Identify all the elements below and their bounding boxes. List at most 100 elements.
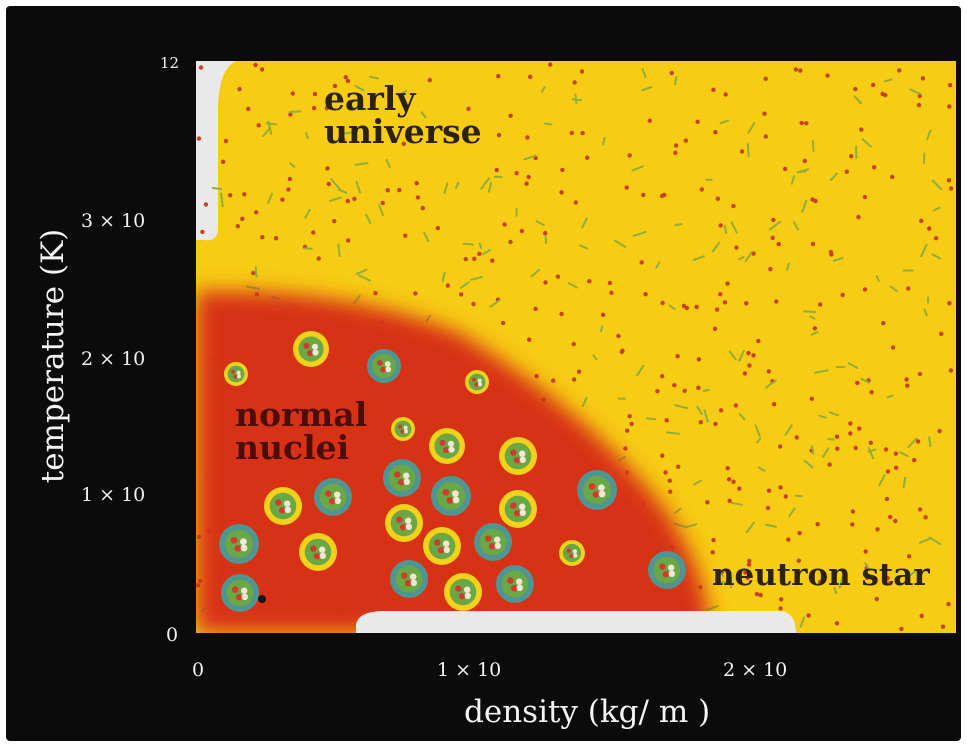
- quark-dot: [725, 466, 730, 471]
- quark-dot: [490, 258, 495, 263]
- quark-dot: [235, 224, 240, 229]
- quark-dot: [884, 496, 890, 502]
- quark-dot: [754, 591, 760, 597]
- nucleus-circle: [499, 437, 537, 475]
- gluon-dash: [329, 196, 342, 202]
- gluon-dash: [932, 206, 941, 212]
- nucleon-dot: [443, 446, 450, 454]
- nucleon-dot: [446, 497, 454, 504]
- quark-dot: [288, 112, 293, 117]
- quark-dot: [779, 597, 784, 602]
- gluon-dash: [757, 466, 766, 472]
- quark-dot: [196, 136, 202, 141]
- quark-dot: [496, 132, 502, 138]
- gluon-dash: [931, 179, 943, 191]
- quark-dot: [623, 446, 628, 451]
- quark-dot: [673, 143, 679, 148]
- quark-dot: [639, 260, 644, 265]
- gluon-dash: [923, 308, 928, 317]
- quark-dot: [311, 105, 317, 111]
- gluon-dash: [692, 479, 702, 486]
- quark-dot: [771, 217, 776, 223]
- quark-dot: [850, 509, 856, 514]
- nucleon-dot: [307, 349, 314, 357]
- nucleon-dot: [325, 490, 332, 497]
- nucleon-dot: [519, 456, 526, 463]
- nucleon-dot: [485, 535, 492, 542]
- gluon-dash: [860, 377, 870, 384]
- gluon-dash: [931, 253, 942, 260]
- quark-dot: [641, 192, 646, 198]
- quark-dot: [559, 311, 564, 317]
- quark-dot: [778, 606, 783, 611]
- quark-dot: [865, 575, 870, 580]
- quark-dot: [834, 621, 840, 626]
- nucleon-dot: [236, 370, 241, 375]
- quark-dot: [555, 274, 561, 279]
- quark-dot: [731, 203, 736, 209]
- gluon-dash: [875, 275, 880, 282]
- quark-dot: [937, 428, 942, 434]
- early-universe-label: early universe: [324, 82, 482, 148]
- quark-dot: [373, 291, 378, 296]
- gluon-dash: [907, 437, 918, 448]
- quark-dot: [413, 291, 418, 296]
- quark-dot: [809, 396, 814, 401]
- quark-dot: [859, 127, 864, 132]
- quark-dot: [500, 320, 506, 326]
- nucleon-dot: [399, 524, 407, 531]
- quark-dot: [899, 626, 904, 632]
- quark-dot: [718, 223, 723, 228]
- quark-dot: [834, 434, 840, 439]
- quark-dot: [287, 176, 293, 182]
- quark-dot: [527, 337, 532, 342]
- nucleon-dot: [447, 440, 455, 447]
- quark-dot: [885, 469, 891, 474]
- quark-dot: [948, 186, 954, 191]
- quark-dot: [312, 91, 318, 97]
- quark-dot: [256, 123, 261, 128]
- quark-dot: [713, 421, 718, 427]
- nucleon-dot: [385, 366, 392, 373]
- quark-dot: [380, 200, 385, 206]
- nucleus-circle: [499, 490, 537, 528]
- nucleus-core: [372, 354, 396, 378]
- nucleon-dot: [312, 349, 319, 356]
- quark-dot: [514, 171, 519, 176]
- gluon-dash: [645, 417, 657, 421]
- quark-dot: [629, 421, 634, 427]
- quark-dot: [286, 187, 291, 192]
- nucleon-dot: [519, 450, 526, 457]
- quark-dot: [912, 457, 917, 463]
- gluon-dash: [745, 521, 755, 534]
- quark-dot: [778, 485, 783, 490]
- gluon-dash: [919, 536, 933, 544]
- quark-dot: [770, 235, 775, 240]
- nucleus-circle: [559, 540, 585, 566]
- gluon-dash: [711, 241, 721, 253]
- nucleon-dot: [464, 586, 471, 593]
- white-boundary-bottom: [356, 611, 796, 633]
- quark-dot: [414, 181, 419, 186]
- nucleon-dot: [472, 377, 476, 382]
- gluon-dash: [696, 405, 703, 415]
- nucleon-dot: [403, 478, 410, 485]
- gluon-dash: [211, 187, 223, 190]
- quark-dot: [587, 279, 592, 284]
- quark-dot: [723, 92, 728, 97]
- quark-dot: [857, 426, 862, 431]
- x-axis-title: density (kg/ m ): [464, 694, 711, 730]
- nucleus-core: [388, 464, 416, 492]
- nucleus-core: [479, 528, 507, 556]
- quark-dot: [332, 219, 337, 224]
- quark-dot: [420, 205, 425, 211]
- gluon-dash: [246, 285, 261, 290]
- quark-dot: [682, 388, 687, 393]
- quark-dot: [663, 470, 668, 475]
- quark-dot: [696, 385, 701, 390]
- quark-dot: [673, 150, 678, 155]
- quark-dot: [726, 477, 732, 482]
- gluon-dash: [768, 220, 781, 231]
- nucleon-dot: [404, 429, 408, 434]
- nucleon-dot: [516, 584, 523, 591]
